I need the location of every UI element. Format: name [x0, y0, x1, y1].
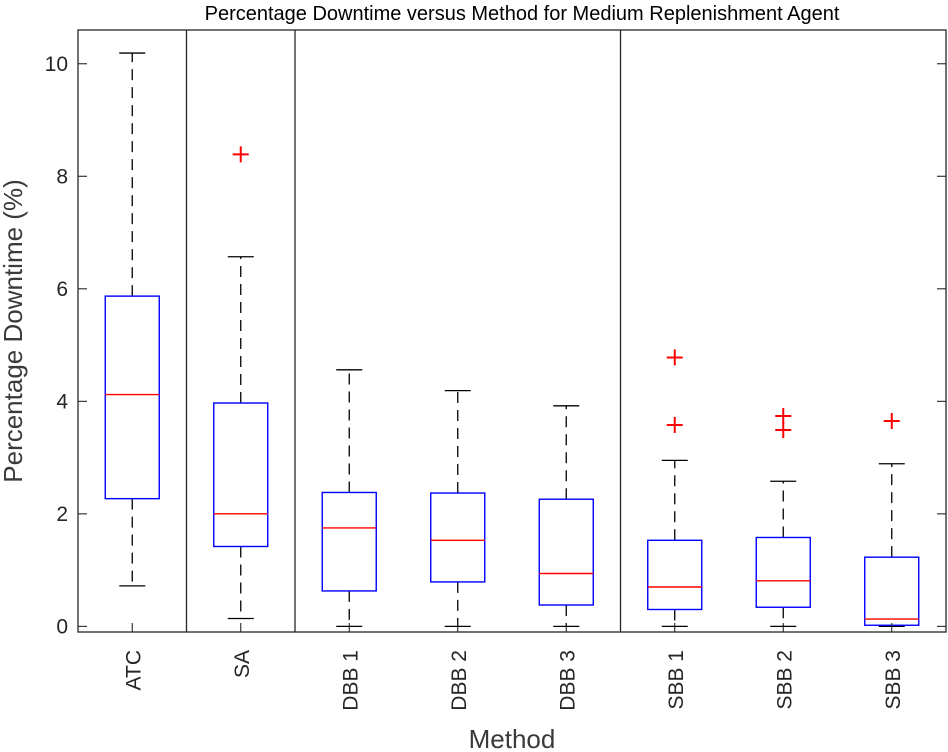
x-tick-label: SBB 3	[882, 650, 905, 710]
group-separators	[185, 30, 622, 632]
box-atc	[104, 52, 160, 587]
outlier-marker	[775, 407, 792, 424]
x-tick-label: SA	[231, 650, 254, 678]
box-sbb-3	[864, 413, 920, 628]
y-tick-label: 8	[56, 165, 68, 188]
iqr-box	[755, 536, 811, 608]
box-dbb-1	[321, 369, 377, 628]
x-tick-label: DBB 1	[339, 650, 362, 711]
iqr-box	[213, 402, 269, 548]
box-dbb-2	[430, 389, 486, 628]
x-tick-label: DBB 3	[556, 650, 579, 711]
y-tick-label: 6	[56, 278, 68, 301]
y-tick-label: 4	[56, 390, 68, 413]
y-axis-label: Percentage Downtime (%)	[0, 179, 28, 482]
box-sbb-2	[755, 407, 811, 628]
x-axis: ATC SA DBB 1 DBB 2 DBB 3 SBB 1 SBB 2 SBB 3	[122, 623, 905, 711]
plot-frame	[77, 29, 947, 633]
x-tick-label: SBB 1	[665, 650, 688, 710]
x-tick-label: DBB 2	[448, 650, 471, 711]
iqr-box	[538, 498, 594, 606]
outlier-marker	[232, 146, 249, 163]
outlier-marker	[883, 413, 900, 430]
y-tick-label: 0	[56, 615, 68, 638]
y-axis: 0 2 4 6 8 10	[45, 53, 946, 638]
outlier-marker	[666, 416, 683, 433]
x-tick-label: ATC	[122, 650, 145, 690]
box-dbb-3	[538, 405, 594, 628]
boxes	[104, 52, 920, 628]
x-axis-label: Method	[469, 724, 556, 752]
y-tick-label: 10	[45, 53, 68, 76]
x-tick-label: SBB 2	[773, 650, 796, 710]
box-sbb-1	[647, 349, 703, 628]
iqr-box	[321, 491, 377, 592]
outlier-marker	[666, 349, 683, 366]
iqr-box	[864, 556, 920, 626]
iqr-box	[104, 295, 160, 500]
y-tick-label: 2	[56, 503, 68, 526]
iqr-box	[430, 492, 486, 583]
iqr-box	[647, 539, 703, 611]
box-sa	[213, 146, 269, 620]
chart-title: Percentage Downtime versus Method for Me…	[205, 3, 840, 25]
outlier-marker	[775, 422, 792, 439]
